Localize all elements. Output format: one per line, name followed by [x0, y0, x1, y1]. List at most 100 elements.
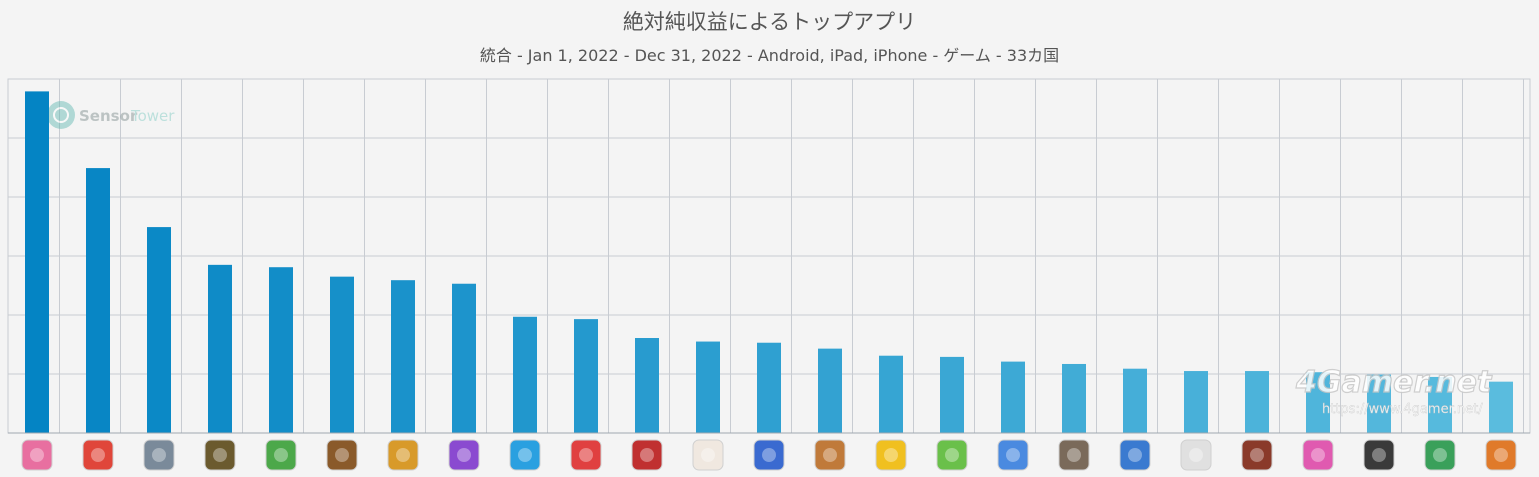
app-icon-glyph	[701, 448, 715, 462]
puzzle-icon	[936, 439, 968, 471]
bar-20	[1184, 371, 1208, 433]
chart-title: 絶対純収益によるトップアプリ	[622, 10, 917, 34]
bar-25	[1489, 381, 1513, 433]
app-icon-bg	[21, 439, 53, 471]
app-icon-bg	[1180, 439, 1212, 471]
bar-15	[879, 355, 903, 433]
bar-21	[1245, 371, 1269, 433]
bar-22	[1306, 372, 1330, 433]
dragon-icon	[631, 439, 663, 471]
lineage-icon	[1241, 439, 1273, 471]
app-icon-bg	[204, 439, 236, 471]
app-icon-bg	[509, 439, 541, 471]
app-icon-glyph	[457, 448, 471, 462]
bars	[25, 91, 1513, 433]
fourgamer-logo-text: 4Gamer.net	[1295, 365, 1493, 400]
bar-3	[147, 227, 171, 433]
bar-24	[1428, 376, 1452, 433]
bar-19	[1123, 368, 1147, 433]
app-icon-bg	[82, 439, 114, 471]
app-icon-bg	[692, 439, 724, 471]
gridlines	[8, 79, 1530, 433]
golf-icon	[265, 439, 297, 471]
fish-icon	[509, 439, 541, 471]
bar-16	[940, 356, 964, 433]
app-icon-bg	[875, 439, 907, 471]
magic-icon	[448, 439, 480, 471]
app-icon-glyph	[1189, 448, 1203, 462]
solitaire-icon	[1424, 439, 1456, 471]
app-icon-glyph	[1067, 448, 1081, 462]
bar-23	[1367, 374, 1391, 433]
dragonball-icon	[1485, 439, 1517, 471]
royale-icon	[753, 439, 785, 471]
app-icon-glyph	[1250, 448, 1264, 462]
app-icon-bg	[997, 439, 1029, 471]
app-icon-glyph	[1494, 448, 1508, 462]
bar-10	[574, 319, 598, 433]
bar-5	[269, 267, 293, 433]
app-icon-glyph	[152, 448, 166, 462]
app-icon-bg	[1363, 439, 1395, 471]
bar-12	[696, 341, 720, 433]
app-icon-bg	[265, 439, 297, 471]
app-icons	[21, 439, 1517, 471]
sensortower-text-b: Tower	[130, 107, 175, 125]
candy-icon	[82, 439, 114, 471]
rooster-icon	[1180, 439, 1212, 471]
bar-7	[391, 280, 415, 433]
app-icon-bg	[631, 439, 663, 471]
app-icon-glyph	[396, 448, 410, 462]
anime-icon	[692, 439, 724, 471]
app-icon-glyph	[1433, 448, 1447, 462]
app-icon-glyph	[1372, 448, 1386, 462]
sensortower-text-a: Sensor	[79, 107, 138, 125]
app-icon-glyph	[640, 448, 654, 462]
app-icon-glyph	[91, 448, 105, 462]
pubg-icon	[143, 439, 175, 471]
bar-11	[635, 338, 659, 433]
fourgamer-watermark: 4Gamer.net https://www.4gamer.net/	[1294, 364, 1493, 417]
app-icon-bg	[1058, 439, 1090, 471]
bar-13	[757, 342, 781, 433]
app-icon-bg	[1241, 439, 1273, 471]
app-icon-bg	[1424, 439, 1456, 471]
app-icon-glyph	[1128, 448, 1142, 462]
clash-icon	[387, 439, 419, 471]
app-icon-bg	[753, 439, 785, 471]
app-icon-glyph	[335, 448, 349, 462]
bar-18	[1062, 363, 1086, 433]
sensortower-logo-icon	[47, 101, 75, 129]
bar-17	[1001, 361, 1025, 433]
app-icon-glyph	[213, 448, 227, 462]
bar-6	[330, 276, 354, 433]
app-icon-glyph	[274, 448, 288, 462]
rise-icon	[1058, 439, 1090, 471]
app-icon-glyph	[579, 448, 593, 462]
bar-2	[86, 168, 110, 433]
kingdom-icon	[1119, 439, 1151, 471]
pig-icon	[21, 439, 53, 471]
bar-9	[513, 316, 537, 433]
cod-icon	[1363, 439, 1395, 471]
app-icon-bg	[814, 439, 846, 471]
chart-subtitle: 統合 - Jan 1, 2022 - Dec 31, 2022 - Androi…	[479, 46, 1060, 65]
app-icon-bg	[326, 439, 358, 471]
app-icon-glyph	[1006, 448, 1020, 462]
pokeball-icon	[570, 439, 602, 471]
app-icon-bg	[570, 439, 602, 471]
bar-8	[452, 283, 476, 433]
marvel-icon	[997, 439, 1029, 471]
app-icon-bg	[1485, 439, 1517, 471]
app-icon-glyph	[1311, 448, 1325, 462]
app-icon-bg	[448, 439, 480, 471]
bar-1	[25, 91, 49, 433]
strategy-icon	[326, 439, 358, 471]
warrior-icon	[814, 439, 846, 471]
bar-4	[208, 264, 232, 433]
app-icon-glyph	[762, 448, 776, 462]
app-icon-bg	[1302, 439, 1334, 471]
brawl-icon	[875, 439, 907, 471]
